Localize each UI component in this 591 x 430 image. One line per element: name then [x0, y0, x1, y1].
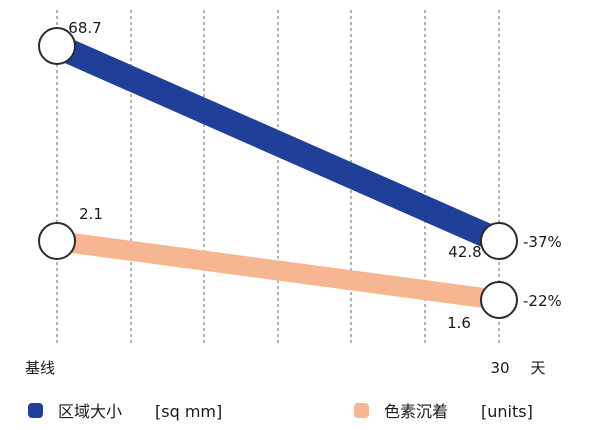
label-layer: 68.7 42.8 -37% 2.1 1.6 -22%	[68, 19, 561, 332]
data-label-area-day30: 42.8	[448, 243, 481, 261]
series-line-pigmentation	[55, 231, 501, 310]
change-label-area: -37%	[523, 233, 562, 251]
series-area	[38, 27, 518, 260]
legend-swatch-area	[28, 403, 43, 418]
x-tick-label-30: 30	[490, 359, 509, 377]
legend-item-area: 区域大小 [sq mm]	[28, 402, 222, 421]
data-label-pigmentation-baseline: 2.1	[79, 205, 103, 223]
data-label-area-baseline: 68.7	[68, 19, 101, 37]
legend-unit-pigmentation: [units]	[481, 402, 533, 421]
legend: 区域大小 [sq mm] 色素沉着 [units]	[28, 402, 533, 421]
x-unit-label: 天	[530, 359, 545, 377]
legend-label-pigmentation: 色素沉着	[384, 402, 448, 421]
legend-label-area: 区域大小	[58, 402, 122, 421]
data-point-area-day30	[480, 222, 518, 260]
change-label-pigmentation: -22%	[523, 292, 562, 310]
data-point-pigmentation-baseline	[38, 222, 76, 260]
series-layer	[38, 27, 518, 319]
x-tick-label-baseline: 基线	[25, 359, 55, 377]
legend-swatch-pigmentation	[354, 403, 369, 418]
series-line-area	[51, 34, 505, 253]
legend-unit-area: [sq mm]	[155, 402, 222, 421]
data-label-pigmentation-day30: 1.6	[447, 314, 471, 332]
legend-item-pigmentation: 色素沉着 [units]	[354, 402, 533, 421]
series-pigmentation	[38, 222, 518, 319]
data-point-area-baseline	[38, 27, 76, 65]
data-point-pigmentation-day30	[480, 281, 518, 319]
